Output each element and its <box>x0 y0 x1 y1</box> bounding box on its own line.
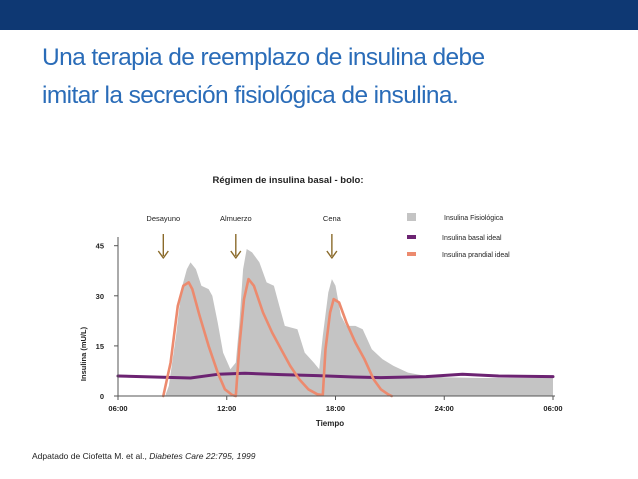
legend-label: Insulina basal ideal <box>442 235 502 242</box>
slide-title-line-2: imitar la secreción fisiológica de insul… <box>42 82 459 109</box>
top-header-bar <box>0 0 638 30</box>
x-tick-label: 18:00 <box>326 404 345 413</box>
legend: Insulina Fisiológica Insulina basal ideal… <box>407 213 510 259</box>
x-tick-label: 06:00 <box>108 404 127 413</box>
legend-swatch-basal <box>407 235 416 239</box>
legend-swatch-prandial <box>407 252 416 256</box>
meal-label: Cena <box>323 214 342 223</box>
legend-label: Insulina prandial ideal <box>442 252 510 259</box>
x-axis-label: Tiempo <box>316 419 344 428</box>
y-tick-label: 0 <box>100 392 104 401</box>
x-tick-label: 06:00 <box>543 404 562 413</box>
meal-arrow-head <box>326 250 338 259</box>
physiological-insulin-area <box>118 249 553 396</box>
meal-label: Desayuno <box>146 214 180 223</box>
citation-prefix: Adpatado de Ciofetta M. et al., <box>32 451 150 461</box>
chart-title: Régimen de insulina basal - bolo: <box>213 175 364 186</box>
slide-title-line-1: Una terapia de reemplazo de insulina deb… <box>42 44 485 71</box>
y-tick-label: 45 <box>96 242 104 251</box>
x-tick-label: 24:00 <box>435 404 454 413</box>
citation-journal: Diabetes Care 22:795, 1999 <box>149 451 256 461</box>
meal-arrow-head <box>230 250 242 259</box>
y-tick-label: 30 <box>96 292 104 301</box>
basal-insulin-line <box>116 371 555 380</box>
y-axis-label: Insulina (mU/L) <box>79 326 88 381</box>
legend-swatch-physiological <box>407 213 416 221</box>
plot-area: 0 15 30 45 06:00 12:00 18:00 24:00 06:00 Desayuno… <box>96 214 563 413</box>
x-tick-label: 12:00 <box>217 404 236 413</box>
prandial-insulin-line <box>162 277 394 398</box>
citation: Adpatado de Ciofetta M. et al., Diabetes… <box>32 451 256 461</box>
y-tick-label: 15 <box>96 342 104 351</box>
meal-arrow-head <box>157 250 169 259</box>
legend-label: Insulina Fisiológica <box>444 215 503 222</box>
meal-label: Almuerzo <box>220 214 252 223</box>
